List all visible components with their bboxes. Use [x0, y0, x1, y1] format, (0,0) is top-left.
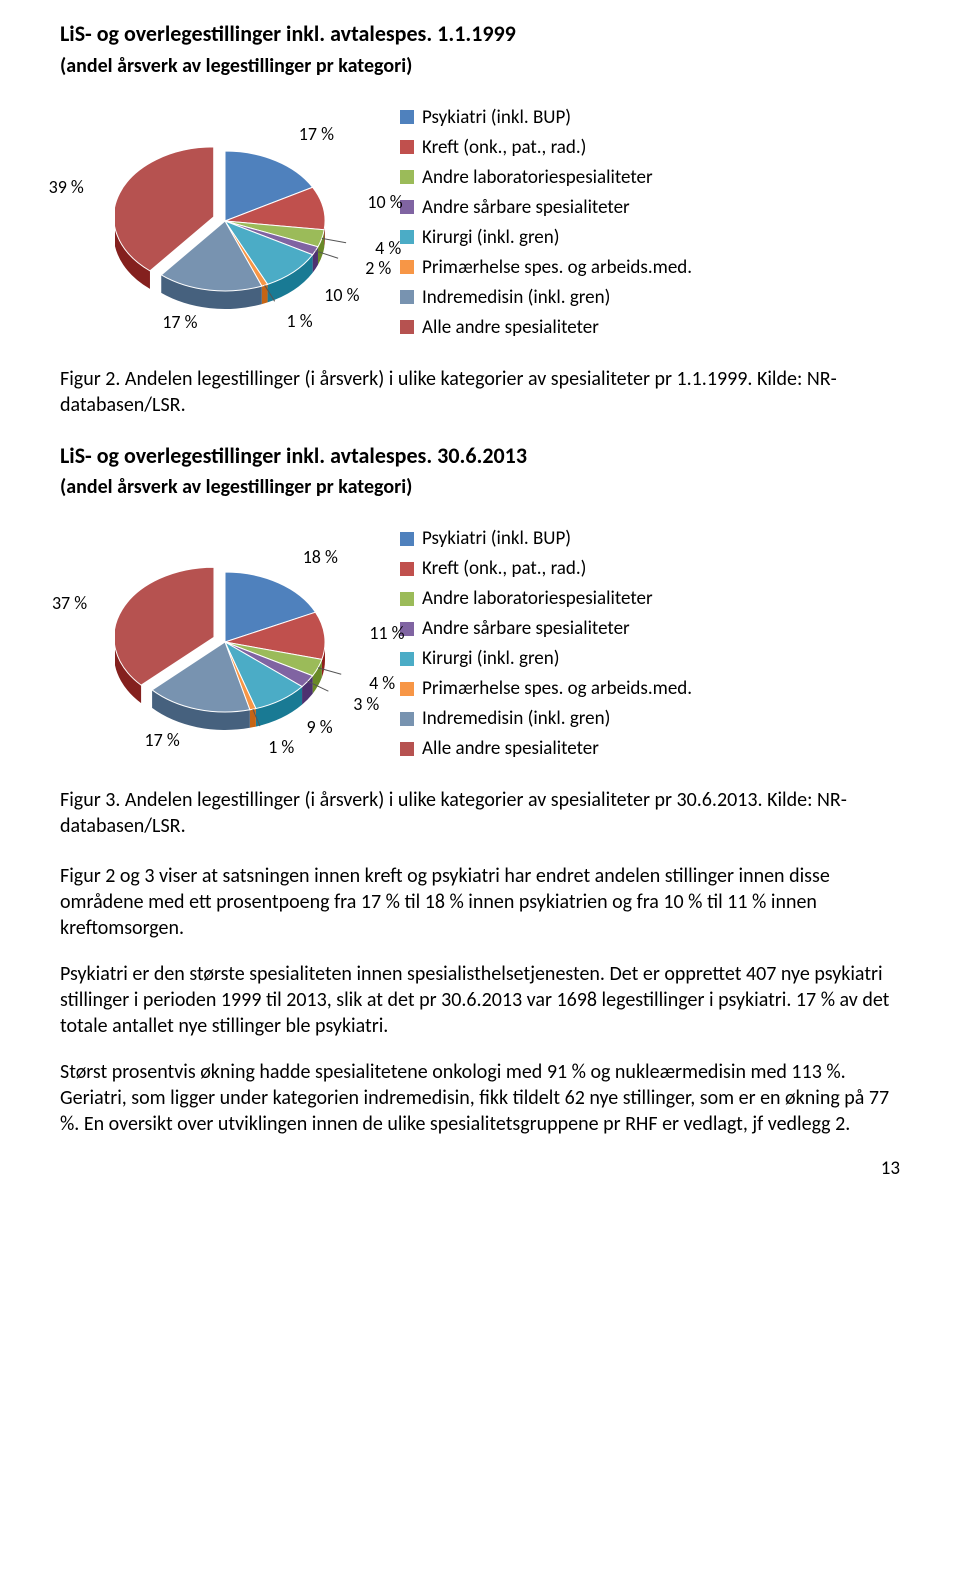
chart2-subtitle: (andel årsverk av legestillinger pr kate… — [60, 475, 900, 499]
chart1-caption: Figur 2. Andelen legestillinger (i årsve… — [60, 366, 900, 418]
legend-swatch-indremed — [400, 290, 414, 304]
chart2: LiS- og overlegestillinger inkl. avtales… — [60, 442, 900, 778]
legend-item-psykiatri: Psykiatri (inkl. BUP) — [400, 527, 692, 550]
chart2-caption: Figur 3. Andelen legestillinger (i årsve… — [60, 787, 900, 839]
pie-slice-label-kirurgi: 10 % — [324, 284, 359, 306]
legend-swatch-indremed — [400, 712, 414, 726]
legend-label-psykiatri: Psykiatri (inkl. BUP) — [422, 106, 571, 129]
legend-item-kirurgi: Kirurgi (inkl. gren) — [400, 647, 692, 670]
legend-swatch-alle — [400, 742, 414, 756]
pie-slice-label-alle: 37 % — [52, 592, 87, 614]
chart1-title: LiS- og overlegestillinger inkl. avtales… — [60, 20, 900, 48]
legend-label-indremed: Indremedisin (inkl. gren) — [422, 286, 610, 309]
legend-swatch-kreft — [400, 140, 414, 154]
legend-label-primar: Primærhelse spes. og arbeids.med. — [422, 677, 692, 700]
legend-item-lab: Andre laboratoriespesialiteter — [400, 587, 692, 610]
legend-swatch-primar — [400, 260, 414, 274]
legend-swatch-kirurgi — [400, 230, 414, 244]
legend-item-psykiatri: Psykiatri (inkl. BUP) — [400, 106, 692, 129]
pie-slice-label-sarbare: 3 % — [353, 693, 379, 715]
pie-slice-label-psykiatri: 17 % — [299, 123, 334, 145]
chart1-legend: Psykiatri (inkl. BUP) Kreft (onk., pat., … — [400, 86, 692, 339]
page-number: 13 — [60, 1157, 900, 1180]
pie-slice-label-kirurgi: 9 % — [307, 716, 333, 738]
paragraph-3: Størst prosentvis økning hadde spesialit… — [60, 1059, 900, 1137]
legend-label-sarbare: Andre sårbare spesialiteter — [422, 617, 630, 640]
legend-item-alle: Alle andre spesialiteter — [400, 737, 692, 760]
legend-swatch-kirurgi — [400, 652, 414, 666]
legend-swatch-alle — [400, 320, 414, 334]
legend-label-kirurgi: Kirurgi (inkl. gren) — [422, 647, 560, 670]
legend-swatch-kreft — [400, 562, 414, 576]
legend-item-sarbare: Andre sårbare spesialiteter — [400, 196, 692, 219]
chart2-title: LiS- og overlegestillinger inkl. avtales… — [60, 442, 900, 470]
chart1-pie: 17 %10 %4 %2 %10 %1 %17 %39 % — [60, 86, 390, 356]
legend-item-kirurgi: Kirurgi (inkl. gren) — [400, 226, 692, 249]
legend-label-indremed: Indremedisin (inkl. gren) — [422, 707, 610, 730]
legend-label-kreft: Kreft (onk., pat., rad.) — [422, 557, 586, 580]
legend-label-alle: Alle andre spesialiteter — [422, 316, 599, 339]
legend-swatch-psykiatri — [400, 532, 414, 546]
pie-slice-label-indremed: 17 % — [145, 729, 180, 751]
pie-slice-label-alle: 39 % — [49, 176, 84, 198]
pie-slice-label-kreft: 10 % — [367, 191, 402, 213]
legend-item-indremed: Indremedisin (inkl. gren) — [400, 286, 692, 309]
pie-slice-label-lab: 4 % — [369, 672, 395, 694]
legend-label-primar: Primærhelse spes. og arbeids.med. — [422, 256, 692, 279]
legend-item-indremed: Indremedisin (inkl. gren) — [400, 707, 692, 730]
legend-item-primar: Primærhelse spes. og arbeids.med. — [400, 677, 692, 700]
legend-label-lab: Andre laboratoriespesialiteter — [422, 166, 653, 189]
pie-slice-label-primar: 1 % — [268, 736, 294, 758]
legend-swatch-lab — [400, 170, 414, 184]
pie-slice-label-indremed: 17 % — [162, 311, 197, 333]
pie-slice-label-kreft: 11 % — [369, 622, 404, 644]
legend-item-kreft: Kreft (onk., pat., rad.) — [400, 557, 692, 580]
legend-swatch-primar — [400, 682, 414, 696]
chart2-pie: 18 %11 %4 %3 %9 %1 %17 %37 % — [60, 507, 390, 777]
pie-slice-label-sarbare: 2 % — [365, 257, 391, 279]
legend-item-sarbare: Andre sårbare spesialiteter — [400, 617, 692, 640]
pie-slice-label-psykiatri: 18 % — [303, 546, 338, 568]
paragraph-2: Psykiatri er den største spesialiteten i… — [60, 961, 900, 1039]
pie-slice-label-primar: 1 % — [287, 310, 313, 332]
legend-item-primar: Primærhelse spes. og arbeids.med. — [400, 256, 692, 279]
legend-label-psykiatri: Psykiatri (inkl. BUP) — [422, 527, 571, 550]
legend-item-alle: Alle andre spesialiteter — [400, 316, 692, 339]
chart2-legend: Psykiatri (inkl. BUP) Kreft (onk., pat., … — [400, 507, 692, 760]
legend-label-lab: Andre laboratoriespesialiteter — [422, 587, 653, 610]
legend-swatch-lab — [400, 592, 414, 606]
legend-label-kreft: Kreft (onk., pat., rad.) — [422, 136, 586, 159]
paragraph-1: Figur 2 og 3 viser at satsningen innen k… — [60, 863, 900, 941]
legend-item-lab: Andre laboratoriespesialiteter — [400, 166, 692, 189]
chart1: LiS- og overlegestillinger inkl. avtales… — [60, 20, 900, 356]
legend-label-kirurgi: Kirurgi (inkl. gren) — [422, 226, 560, 249]
legend-label-sarbare: Andre sårbare spesialiteter — [422, 196, 630, 219]
legend-swatch-psykiatri — [400, 110, 414, 124]
chart1-subtitle: (andel årsverk av legestillinger pr kate… — [60, 54, 900, 78]
legend-item-kreft: Kreft (onk., pat., rad.) — [400, 136, 692, 159]
legend-label-alle: Alle andre spesialiteter — [422, 737, 599, 760]
